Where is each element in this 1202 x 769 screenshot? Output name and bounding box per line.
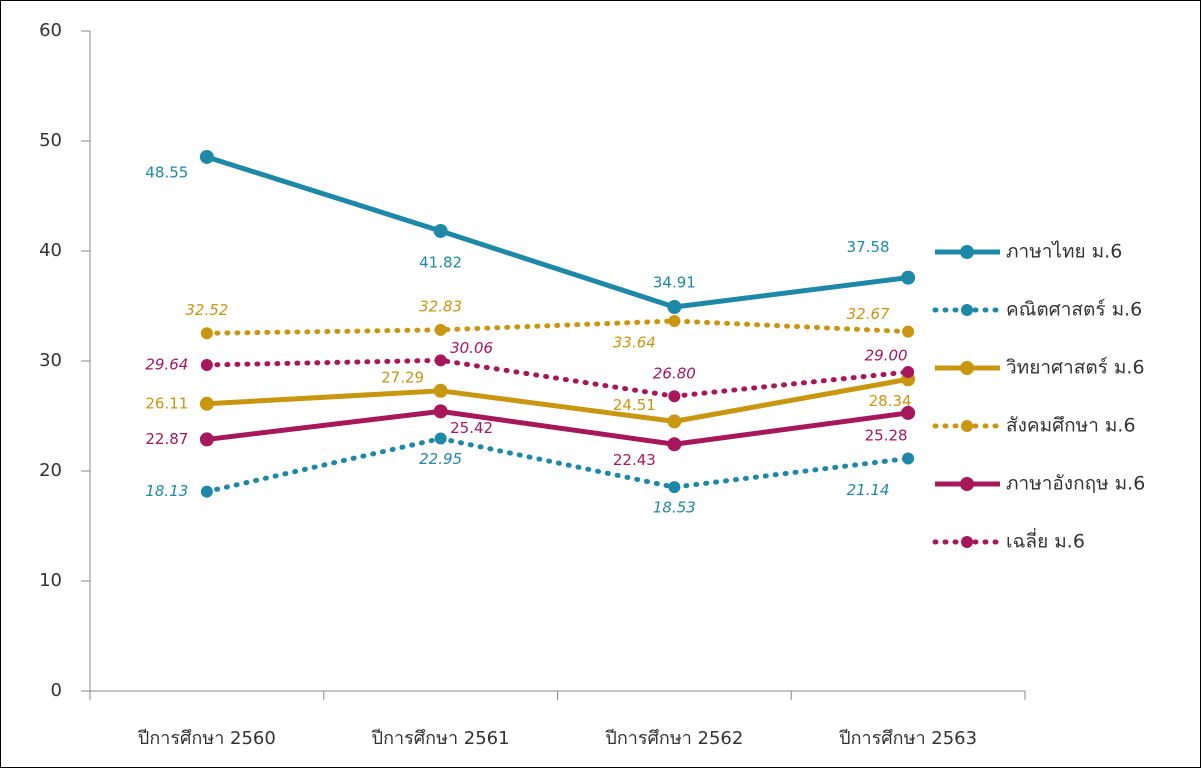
y-tick-label: 20 xyxy=(39,460,62,481)
value-label: 32.83 xyxy=(419,297,462,315)
value-label: 22.43 xyxy=(613,451,656,469)
point xyxy=(901,270,916,285)
point xyxy=(434,354,447,367)
series-line xyxy=(204,318,911,336)
point xyxy=(200,358,213,371)
point xyxy=(668,314,681,327)
point xyxy=(902,325,915,338)
legend-label: สังคมศึกษา ม.6 xyxy=(1006,415,1136,437)
point xyxy=(902,366,915,378)
point xyxy=(433,404,448,419)
point xyxy=(199,432,214,447)
point xyxy=(200,327,213,340)
value-label: 26.11 xyxy=(145,394,188,412)
point xyxy=(901,405,916,420)
x-tick-label: ปีการศึกษา 2563 xyxy=(839,728,977,749)
value-label: 24.51 xyxy=(613,396,656,414)
legend-marker xyxy=(961,304,973,316)
value-label: 33.64 xyxy=(613,333,656,351)
x-tick-label: ปีการศึกษา 2562 xyxy=(605,728,743,749)
value-label: 29.64 xyxy=(145,355,188,373)
legend-marker xyxy=(960,477,974,491)
legend-label: ภาษาไทย ม.6 xyxy=(1006,241,1122,263)
point xyxy=(668,481,681,494)
value-label: 41.82 xyxy=(419,253,462,271)
value-label: 28.34 xyxy=(869,392,912,410)
value-label: 18.53 xyxy=(653,499,696,517)
point xyxy=(434,323,447,336)
series-line xyxy=(206,408,909,447)
point xyxy=(199,149,214,164)
y-tick-label: 50 xyxy=(39,130,62,151)
series-line xyxy=(206,376,909,424)
point xyxy=(667,299,682,314)
point xyxy=(902,452,915,465)
value-label: 37.58 xyxy=(847,238,890,256)
value-label: 30.06 xyxy=(450,339,493,357)
legend-marker xyxy=(961,420,973,432)
point xyxy=(667,437,682,452)
value-label: 26.80 xyxy=(653,365,696,383)
x-tick-label: ปีการศึกษา 2560 xyxy=(138,728,276,749)
point xyxy=(199,396,214,411)
y-tick-label: 30 xyxy=(39,350,62,371)
point xyxy=(433,383,448,398)
y-tick-label: 40 xyxy=(39,240,62,261)
value-label: 29.00 xyxy=(865,347,908,365)
y-tick-label: 10 xyxy=(39,570,62,591)
y-tick-label: 0 xyxy=(51,680,62,701)
point xyxy=(434,432,447,445)
value-label: 25.28 xyxy=(865,426,908,444)
legend-marker xyxy=(961,536,973,548)
value-label: 18.13 xyxy=(145,482,188,500)
value-label: 32.67 xyxy=(847,305,890,323)
value-label: 32.52 xyxy=(185,301,228,319)
legend-label: ภาษาอังกฤษ ม.6 xyxy=(1006,473,1145,495)
point xyxy=(667,414,682,429)
value-label: 25.42 xyxy=(450,419,493,437)
value-label: 34.91 xyxy=(653,273,696,291)
series-line xyxy=(204,357,911,399)
legend-marker xyxy=(960,361,974,375)
point xyxy=(200,485,213,498)
point xyxy=(668,390,681,403)
x-tick-label: ปีการศึกษา 2561 xyxy=(371,728,509,749)
legend-label: วิทยาศาสตร์ ม.6 xyxy=(1006,357,1145,379)
series-line xyxy=(206,154,909,310)
value-label: 21.14 xyxy=(847,481,890,499)
y-tick-label: 60 xyxy=(39,20,62,41)
value-label: 22.95 xyxy=(419,450,462,468)
value-label: 22.87 xyxy=(145,430,188,448)
value-label: 48.55 xyxy=(145,163,188,181)
value-label: 27.29 xyxy=(381,368,424,386)
point xyxy=(433,223,448,238)
legend-label: เฉลี่ย ม.6 xyxy=(1006,528,1085,553)
legend-label: คณิตศาสตร์ ม.6 xyxy=(1006,299,1142,321)
series-line xyxy=(204,436,911,495)
legend-marker xyxy=(960,245,974,259)
